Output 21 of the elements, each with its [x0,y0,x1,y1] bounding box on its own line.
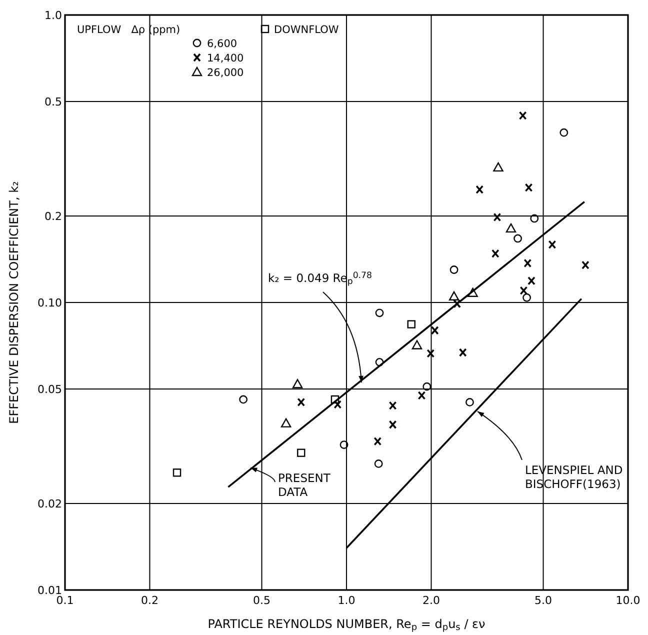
y-tick-label: 0.2 [44,210,62,223]
x-tick-label: 2.0 [422,594,440,607]
x-tick-label: 10.0 [616,594,640,607]
legend-label: 26,000 [207,67,244,79]
y-tick-label: 0.01 [38,584,62,597]
legend-label: 6,600 [207,38,238,50]
annotation: PRESENT DATA [278,471,332,499]
x-tick-label: 0.5 [253,594,271,607]
x-tick-label: 1.0 [338,594,356,607]
y-axis-title: EFFECTIVE DISPERSION COEFFICIENT, k₂ [7,180,21,424]
legend-label: DOWNFLOW [274,24,340,36]
y-tick-label: 0.02 [38,497,62,510]
x-tick-label: 0.2 [140,594,158,607]
x-tick-label: 0.1 [56,594,74,607]
y-tick-label: 1.0 [44,9,62,22]
y-tick-label: 0.05 [38,383,62,396]
x-tick-label: 5.0 [534,594,552,607]
y-tick-label: 0.10 [38,296,62,310]
legend-label: 14,400 [207,52,244,64]
y-tick-label: 0.5 [44,96,62,109]
x-axis-title: PARTICLE REYNOLDS NUMBER, Re$_{p}$ = d$_{p}$u$_{s}$ / εν [208,617,486,634]
